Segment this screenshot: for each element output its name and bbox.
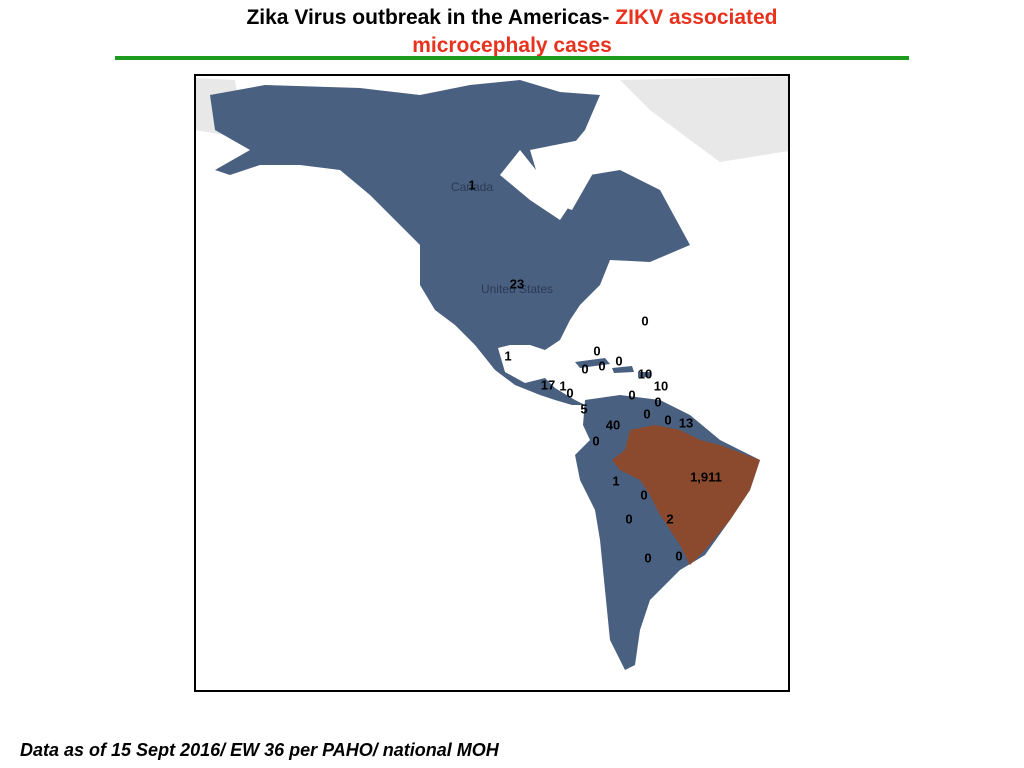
case-count: 5 [580, 401, 587, 416]
case-count: 40 [606, 417, 620, 432]
land-north-america [210, 80, 690, 405]
case-count: 23 [510, 276, 524, 291]
case-count: 0 [566, 385, 573, 400]
case-count: 0 [654, 394, 661, 409]
place-name: Canada [451, 180, 493, 194]
case-count: 0 [640, 487, 647, 502]
case-count: 13 [679, 415, 693, 430]
case-count: 1 [559, 378, 566, 393]
map-frame [194, 74, 790, 692]
case-count: 0 [581, 361, 588, 376]
case-count: 0 [643, 406, 650, 421]
case-count: 0 [615, 353, 622, 368]
case-count: 0 [641, 313, 648, 328]
case-count: 17 [541, 377, 555, 392]
place-name: United States [481, 282, 553, 296]
case-count: 2 [666, 511, 673, 526]
case-count: 0 [664, 412, 671, 427]
case-count: 1 [504, 348, 511, 363]
footer-note: Data as of 15 Sept 2016/ EW 36 per PAHO/… [20, 740, 499, 760]
land-caribbean [575, 358, 650, 377]
case-count: 1,911 [690, 469, 722, 484]
case-count: 0 [593, 343, 600, 358]
land-brazil [612, 425, 760, 565]
case-count: 0 [592, 433, 599, 448]
case-count: 10 [638, 366, 652, 381]
case-count: 1 [612, 473, 619, 488]
case-count: 0 [644, 550, 651, 565]
title-highlight: ZIKV associated microcephaly cases [412, 6, 778, 57]
case-count: 0 [598, 358, 605, 373]
case-count: 0 [675, 548, 682, 563]
case-count: 0 [628, 387, 635, 402]
slide-title: Zika Virus outbreak in the Americas- ZIK… [186, 4, 838, 60]
case-count: 0 [625, 511, 632, 526]
title-text: Zika Virus outbreak in the Americas- [246, 6, 610, 29]
case-count: 10 [654, 378, 668, 393]
water-hudson-bay [530, 140, 592, 210]
case-count: 1 [468, 177, 475, 192]
map-shapes [195, 76, 789, 670]
land-other [195, 76, 789, 162]
title-rule [115, 56, 909, 60]
